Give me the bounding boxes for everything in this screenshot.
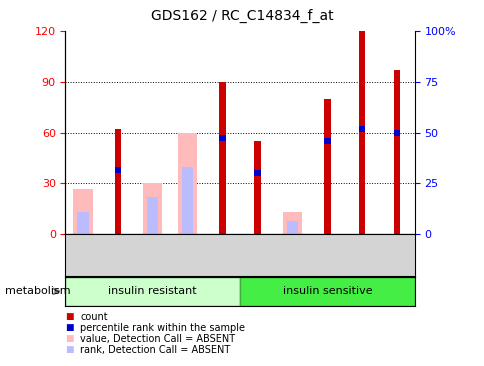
- Text: GDS162 / RC_C14834_f_at: GDS162 / RC_C14834_f_at: [151, 9, 333, 23]
- Text: insulin sensitive: insulin sensitive: [282, 286, 371, 296]
- Text: rank, Detection Call = ABSENT: rank, Detection Call = ABSENT: [80, 344, 230, 355]
- Text: insulin resistant: insulin resistant: [108, 286, 197, 296]
- Bar: [178, 133, 197, 234]
- Bar: [240, 277, 414, 306]
- Bar: [115, 167, 121, 173]
- Bar: [393, 130, 399, 136]
- Bar: [393, 70, 399, 234]
- Text: ■: ■: [65, 312, 74, 321]
- Bar: [254, 141, 260, 234]
- Bar: [65, 277, 240, 306]
- Bar: [359, 31, 364, 234]
- Text: value, Detection Call = ABSENT: value, Detection Call = ABSENT: [80, 333, 235, 344]
- Text: ■: ■: [65, 323, 74, 332]
- Bar: [324, 138, 330, 144]
- Text: count: count: [80, 311, 107, 322]
- Text: ■: ■: [65, 345, 74, 354]
- Bar: [115, 129, 121, 234]
- Bar: [147, 197, 158, 234]
- Bar: [282, 212, 302, 234]
- Bar: [359, 126, 364, 132]
- Bar: [77, 212, 89, 234]
- Bar: [182, 167, 193, 234]
- Bar: [143, 183, 162, 234]
- Bar: [73, 188, 92, 234]
- Bar: [219, 82, 225, 234]
- Bar: [219, 135, 225, 141]
- Text: ■: ■: [65, 334, 74, 343]
- Text: percentile rank within the sample: percentile rank within the sample: [80, 322, 244, 333]
- Bar: [324, 99, 330, 234]
- Text: metabolism: metabolism: [5, 286, 70, 296]
- Bar: [254, 170, 260, 176]
- Bar: [286, 221, 298, 234]
